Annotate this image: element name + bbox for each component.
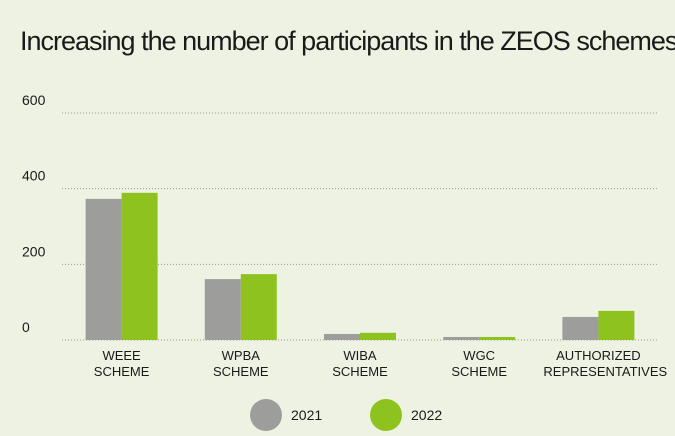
x-tick-label: WGC SCHEME xyxy=(451,348,507,379)
chart-title: Increasing the number of participants in… xyxy=(20,26,675,56)
legend-label: 2022 xyxy=(411,407,442,423)
bar xyxy=(479,336,516,340)
bar xyxy=(85,198,122,340)
bar xyxy=(443,336,480,340)
x-tick-label: WEEE SCHEME xyxy=(93,348,150,379)
y-tick-label: 400 xyxy=(22,168,46,184)
legend-swatch xyxy=(370,399,402,431)
bar xyxy=(360,332,396,340)
y-tick-label: 200 xyxy=(22,243,46,259)
bar xyxy=(562,316,599,340)
bar xyxy=(204,279,241,340)
bar xyxy=(240,274,277,340)
y-tick-label: 600 xyxy=(22,92,46,108)
bar xyxy=(324,333,360,340)
legend-label: 2021 xyxy=(291,407,322,423)
x-tick-label: AUTHORIZED REPRESENTATIVES xyxy=(543,348,668,379)
bar xyxy=(598,310,635,340)
legend-swatch xyxy=(250,399,282,431)
y-tick-label: 0 xyxy=(22,319,30,335)
x-tick-label: WIBA SCHEME xyxy=(332,348,388,379)
bar xyxy=(121,192,158,340)
x-tick-label: WPBA SCHEME xyxy=(212,348,269,379)
